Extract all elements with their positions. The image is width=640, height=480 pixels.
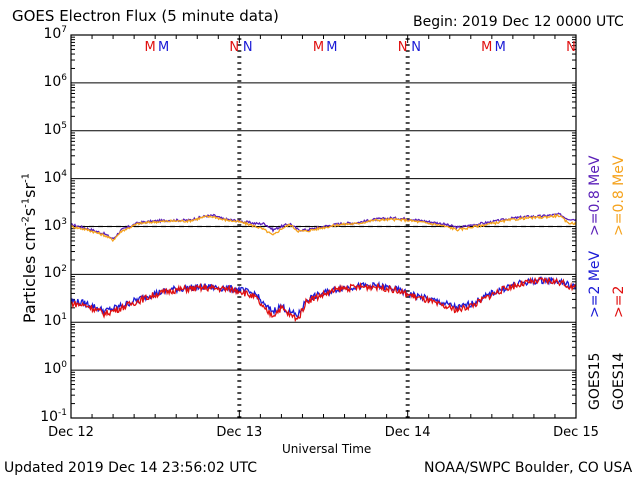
x-tick-label: Dec 12 [48,425,94,440]
marker-N: N [398,40,408,55]
y-tick-label: 102 [43,264,67,282]
y-tick-label: 106 [43,72,67,90]
legend-sat-15: GOES15 [587,352,603,410]
plot-frame [70,34,577,419]
chart-title: GOES Electron Flux (5 minute data) [12,7,279,25]
x-tick-label: Dec 15 [553,425,599,440]
marker-M: M [158,40,169,55]
marker-M: M [326,40,337,55]
grid-lines [71,82,576,371]
y-tick-label: 103 [43,216,67,234]
x-tick-label: Dec 13 [216,425,263,440]
legend-low-14: >=2 [611,285,627,318]
y-tick-label: 107 [43,25,67,42]
series-GOES14-1 [70,213,577,243]
legend-high-14: >=0.8 MeV [611,155,627,236]
y-tick-label: 105 [43,120,67,138]
begin-time: Begin: 2019 Dec 12 0000 UTC [413,14,624,30]
marker-M: M [145,40,156,55]
y-tick-label: 10-1 [40,408,67,425]
legend-low-15: >=2 MeV [587,250,603,318]
marker-N: N [229,40,239,55]
x-tick-label: Dec 14 [384,425,431,440]
series-GOES14-3 [70,276,577,323]
legend-sat-14: GOES14 [611,352,627,410]
marker-M: M [313,40,324,55]
updated-timestamp: Updated 2019 Dec 14 23:56:02 UTC [4,460,258,476]
axis-ticks [70,35,577,418]
marker-N: N [566,40,576,55]
y-tick-label: 101 [43,312,67,330]
legend-high-15: >=0.8 MeV [587,155,603,236]
marker-M: M [481,40,492,55]
series-GOES15-0 [70,212,577,240]
credit-text: NOAA/SWPC Boulder, CO USA [424,460,633,476]
y-tick-label: 104 [43,168,67,186]
marker-M: M [495,40,506,55]
marker-N: N [243,40,253,55]
x-axis-label: Universal Time [282,442,372,456]
series-lines [70,212,577,323]
marker-N: N [411,40,421,55]
y-tick-label: 100 [43,360,67,378]
